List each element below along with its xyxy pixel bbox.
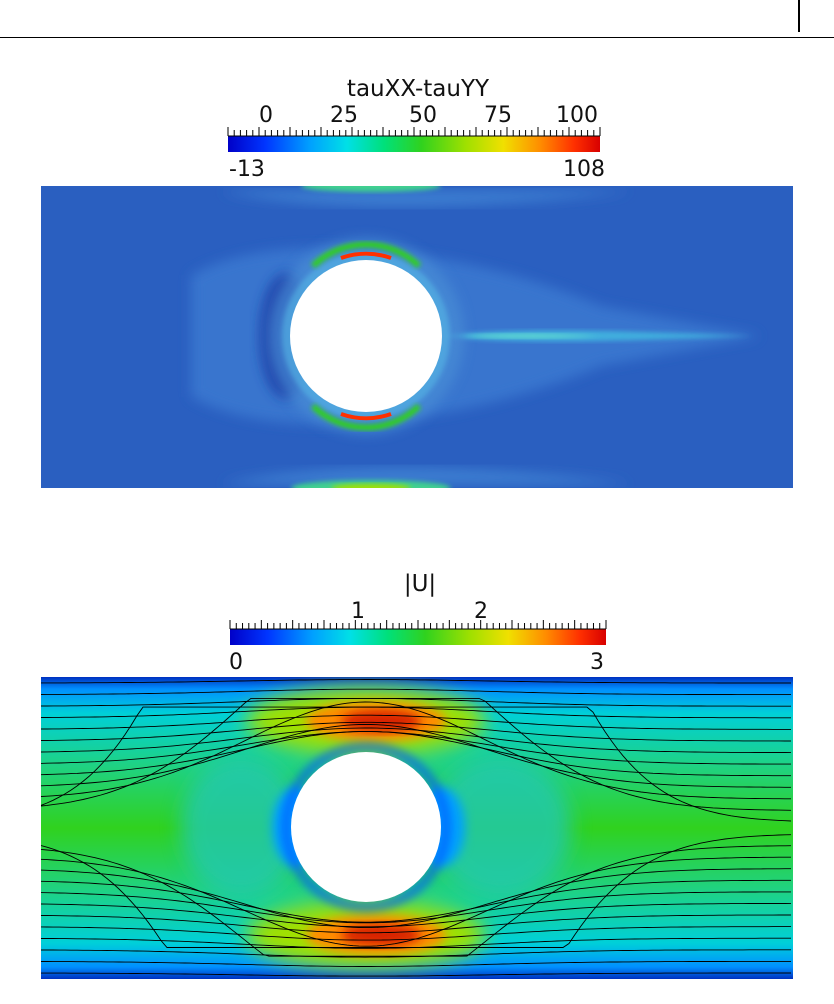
streamline [41,914,791,934]
top-colorbar-tick-label: 25 [330,103,358,128]
streamline [41,926,791,941]
streamline [41,972,791,977]
velocity-magnitude-field [41,677,793,979]
streamline [41,679,791,684]
top-colorbar [227,127,601,152]
streamline [41,879,791,923]
top-colorbar-title: tauXX-tauYY [346,76,490,102]
streamline [41,706,792,822]
streamline [41,697,791,707]
streamline [41,902,792,928]
streamline [41,697,792,811]
top-colorbar-min-label: -13 [229,157,265,182]
top-colorbar-max-label: 108 [563,157,605,182]
streamline [41,891,791,924]
top-colorbar-tick-label: 0 [259,103,273,128]
streamline [41,868,791,929]
bottom-colorbar-max-label: 3 [590,650,604,675]
streamline [41,723,791,788]
stress-difference-field [41,186,793,488]
bottom-colorbar [229,620,607,645]
streamline [41,949,791,958]
top-colorbar-tick-label: 100 [556,103,598,128]
streamline [41,714,791,730]
header-rule [0,37,834,38]
streamline [41,730,791,777]
bottom-colorbar-title: |U| [403,571,437,597]
streamline [41,731,791,765]
streamline [41,721,791,742]
streamline [41,937,791,949]
header-mark [798,0,800,32]
bottom-colorbar-tick-label: 1 [351,599,365,624]
streamline [41,701,791,800]
streamline [41,960,791,967]
bottom-colorbar-tick-label: 2 [474,599,488,624]
bottom-colorbar-min-label: 0 [229,650,243,675]
top-colorbar-tick-label: 50 [409,103,437,128]
streamline [41,706,791,719]
streamline [41,688,791,696]
top-colorbar-tick-label: 75 [484,103,512,128]
